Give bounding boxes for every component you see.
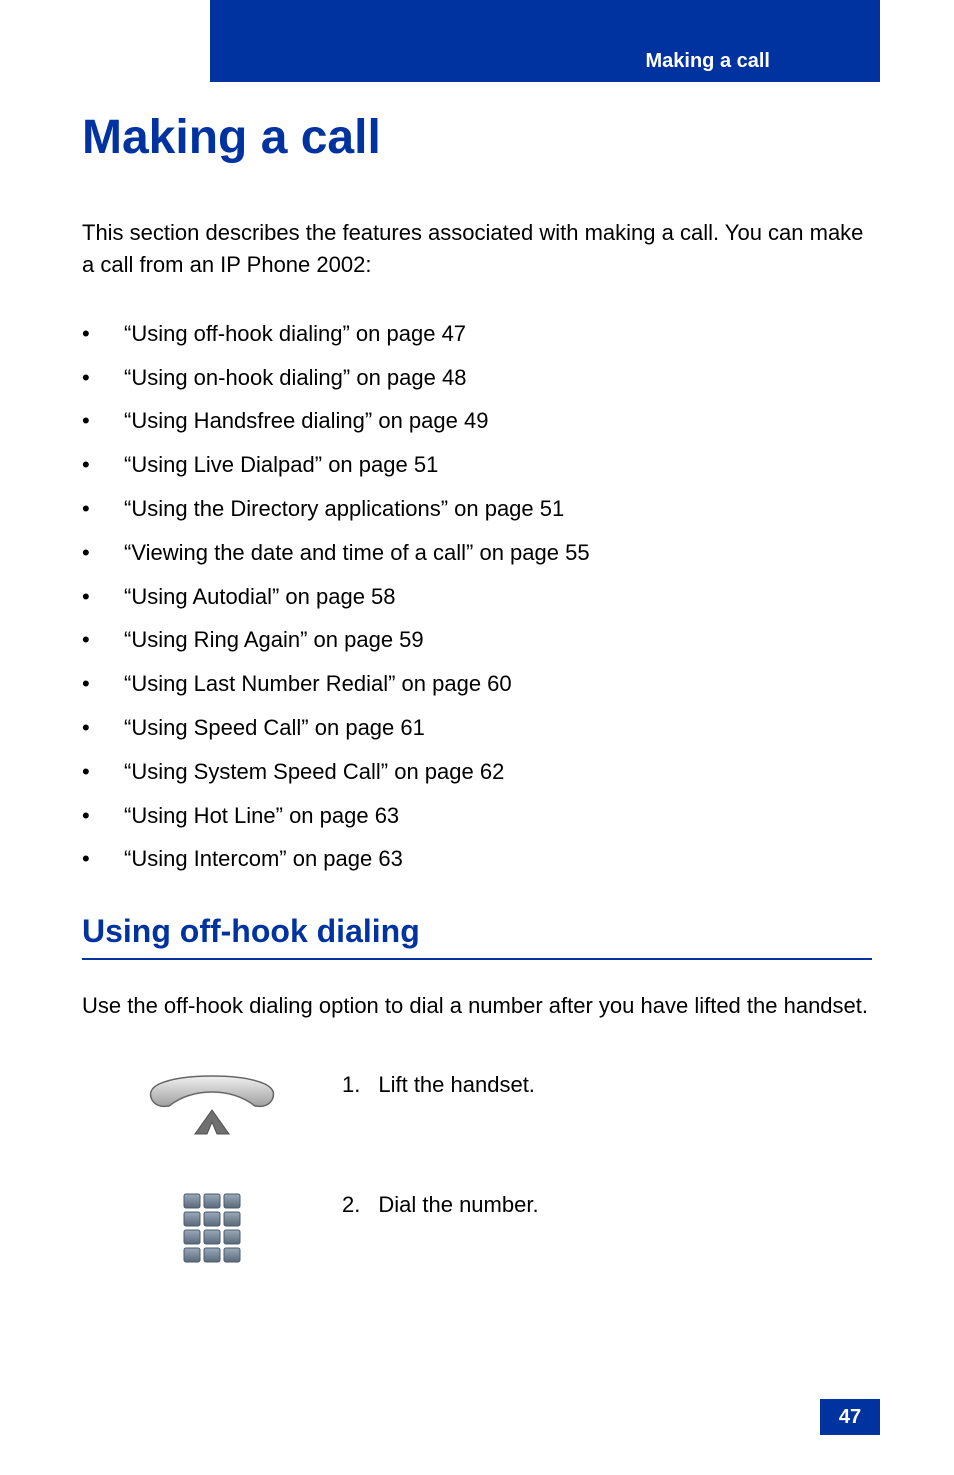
step-text: 2. Dial the number.	[342, 1192, 872, 1218]
header-label: Making a call	[646, 50, 771, 73]
list-item[interactable]: “Using Live Dialpad” on page 51	[82, 450, 872, 481]
section-heading: Using off-hook dialing	[82, 913, 872, 950]
list-item[interactable]: “Using off-hook dialing” on page 47	[82, 319, 872, 350]
list-item[interactable]: “Using Last Number Redial” on page 60	[82, 669, 872, 700]
list-item[interactable]: “Using Speed Call” on page 61	[82, 713, 872, 744]
step-instruction: Dial the number.	[378, 1192, 538, 1218]
step-instruction: Lift the handset.	[378, 1072, 535, 1098]
topics-list: “Using off-hook dialing” on page 47 “Usi…	[82, 319, 872, 875]
keypad-icon	[82, 1192, 342, 1264]
list-item[interactable]: “Using Hot Line” on page 63	[82, 801, 872, 832]
step-row: 1. Lift the handset.	[82, 1072, 872, 1142]
heading-underline	[82, 958, 872, 960]
page-number: 47	[820, 1399, 880, 1435]
list-item[interactable]: “Using on-hook dialing” on page 48	[82, 363, 872, 394]
list-item[interactable]: “Using the Directory applications” on pa…	[82, 494, 872, 525]
list-item[interactable]: “Using Ring Again” on page 59	[82, 625, 872, 656]
list-item[interactable]: “Using Handsfree dialing” on page 49	[82, 406, 872, 437]
page-content: Making a call This section describes the…	[82, 110, 872, 1314]
step-number: 2.	[342, 1192, 360, 1218]
step-text: 1. Lift the handset.	[342, 1072, 872, 1098]
header-bar: Making a call	[210, 0, 880, 82]
step-row: 2. Dial the number.	[82, 1192, 872, 1264]
intro-paragraph: This section describes the features asso…	[82, 217, 872, 281]
list-item[interactable]: “Viewing the date and time of a call” on…	[82, 538, 872, 569]
page-title: Making a call	[82, 110, 872, 165]
handset-icon	[82, 1072, 342, 1142]
step-number: 1.	[342, 1072, 360, 1098]
section-intro: Use the off-hook dialing option to dial …	[82, 990, 872, 1022]
list-item[interactable]: “Using Intercom” on page 63	[82, 844, 872, 875]
list-item[interactable]: “Using System Speed Call” on page 62	[82, 757, 872, 788]
list-item[interactable]: “Using Autodial” on page 58	[82, 582, 872, 613]
